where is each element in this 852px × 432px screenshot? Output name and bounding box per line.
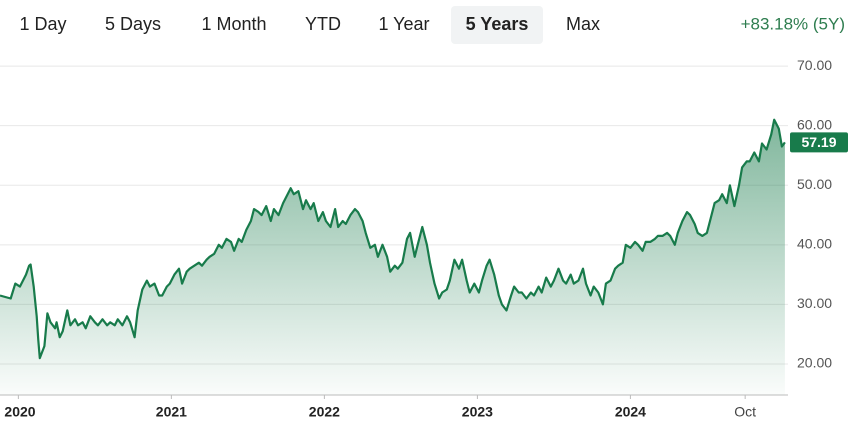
- y-tick-label: 40.00: [797, 236, 832, 252]
- x-tick-label: 2021: [156, 404, 187, 420]
- range-tab[interactable]: 1 Day: [19, 14, 66, 34]
- x-tick-label: 2023: [462, 404, 493, 420]
- range-tab[interactable]: 5 Years: [466, 14, 529, 34]
- range-tab[interactable]: 5 Days: [105, 14, 161, 34]
- range-tab[interactable]: 1 Year: [378, 14, 429, 34]
- x-tick-label: 2024: [615, 404, 646, 420]
- y-tick-label: 30.00: [797, 295, 832, 311]
- range-tab[interactable]: Max: [566, 14, 600, 34]
- y-tick-label: 50.00: [797, 176, 832, 192]
- plot-area: 20.00 30.00 40.00 50.00 60.00 70.00 57.19 2020 2…: [0, 57, 848, 420]
- y-tick-label: 70.00: [797, 57, 832, 73]
- range-tabs: 1 Day 5 Days 1 Month YTD 1 Year 5 Years Max: [19, 6, 600, 44]
- y-tick-label: 20.00: [797, 355, 832, 371]
- last-price-badge: [790, 132, 848, 153]
- x-tick-label: Oct: [734, 404, 756, 420]
- price-area: [0, 119, 785, 395]
- last-price-label: 57.19: [801, 134, 836, 150]
- x-tick-label: 2022: [309, 404, 340, 420]
- range-tab[interactable]: YTD: [305, 14, 341, 34]
- price-line: [0, 118, 786, 360]
- selected-tab-bg: [451, 6, 543, 44]
- range-tab[interactable]: 1 Month: [201, 14, 266, 34]
- x-tick-label: 2020: [4, 404, 35, 420]
- y-tick-label: 60.00: [797, 116, 832, 132]
- period-change: +83.18% (5Y): [741, 14, 845, 33]
